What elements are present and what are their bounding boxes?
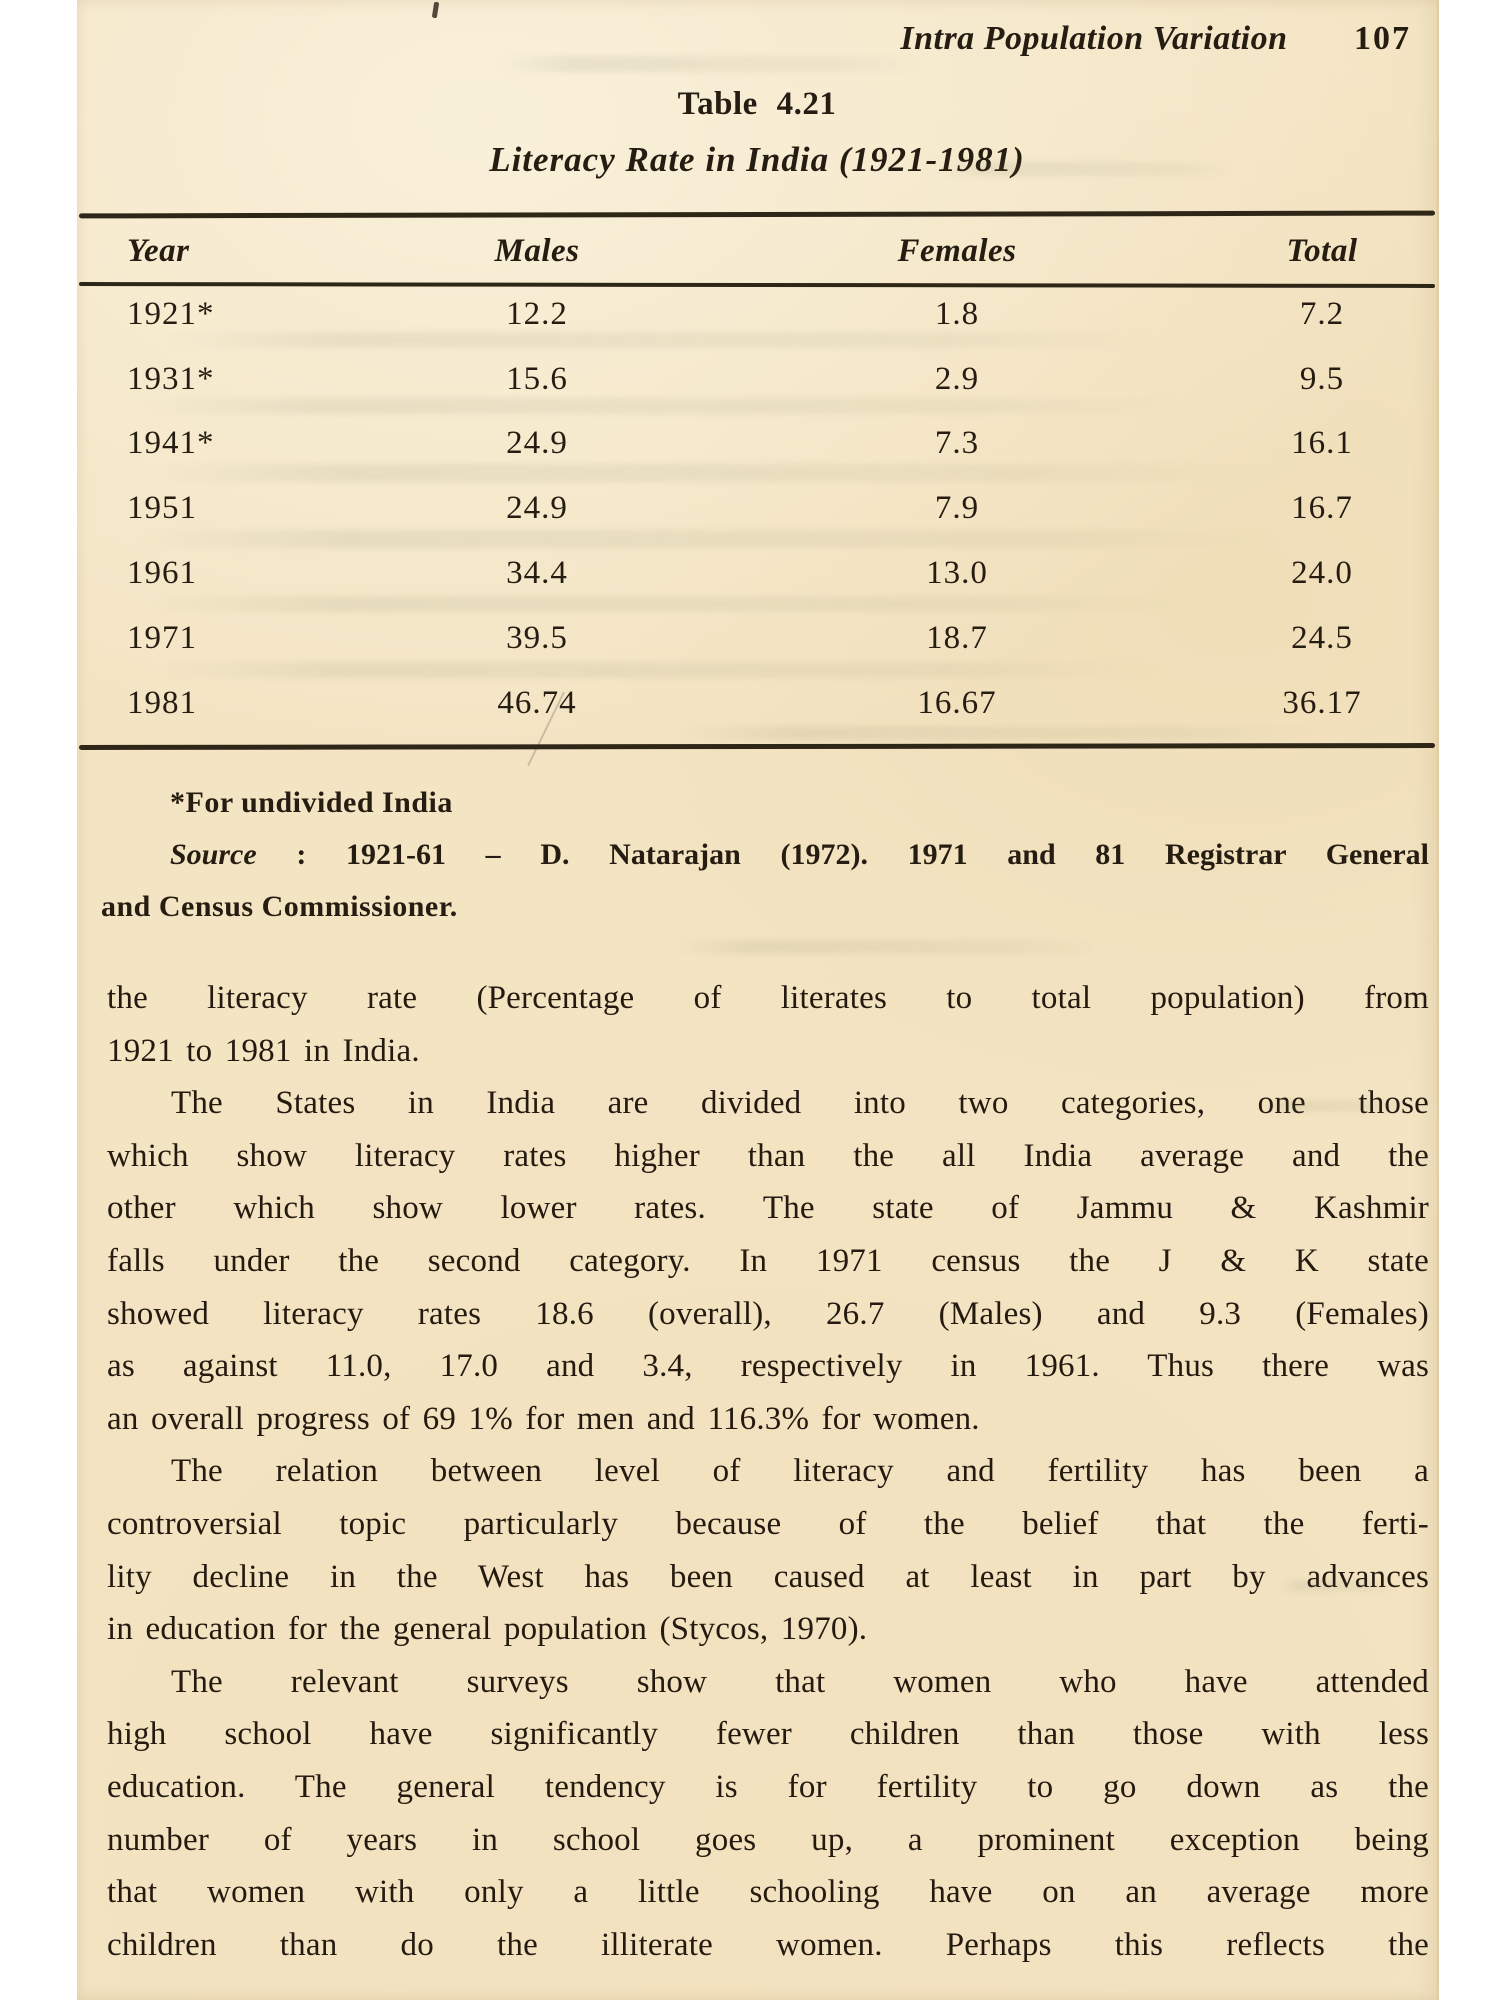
table-source: Source : 1921-61 – D. Natarajan (1972). … xyxy=(170,838,1429,872)
running-header-title: Intra Population Variation xyxy=(900,20,1288,57)
table-row: 1921* 12.2 1.8 7.2 xyxy=(77,282,1437,347)
table-header-row: Year Males Females Total xyxy=(77,224,1437,278)
table-label: Table 4.21 xyxy=(677,86,837,122)
body-text-line: education. The general tendency is for f… xyxy=(107,1768,1429,1805)
running-header: Intra Population Variation 107 xyxy=(900,20,1411,58)
body-text: the literacy rate (Percentage of literat… xyxy=(107,972,1429,1971)
source-text: : 1921-61 – D. Natarajan (1972). 1971 an… xyxy=(296,838,1430,871)
table-cell: 16.67 xyxy=(917,684,997,721)
body-text-line: falls under the second category. In 1971… xyxy=(107,1242,1429,1279)
body-text-line: showed literacy rates 18.6 (overall), 26… xyxy=(107,1295,1429,1332)
table-row: 1931* 15.6 2.9 9.5 xyxy=(77,347,1437,412)
body-text-line: The relation between level of literacy a… xyxy=(171,1453,1429,1490)
table-bottom-rule xyxy=(78,743,1436,750)
body-text-line: children than do the illiterate women. P… xyxy=(107,1926,1429,1963)
page-number: 107 xyxy=(1354,20,1411,57)
table-caption: Literacy Rate in India (1921-1981) xyxy=(489,140,1025,179)
table-cell: 7.9 xyxy=(934,490,980,527)
body-text-line: lity decline in the West has been caused… xyxy=(107,1558,1429,1595)
body-text-line: which show literacy rates higher than th… xyxy=(107,1137,1429,1174)
body-text-line: that women with only a little schooling … xyxy=(107,1874,1429,1911)
body-text-line: as against 11.0, 17.0 and 3.4, respectiv… xyxy=(107,1348,1429,1385)
body-text-line: other which show lower rates. The state … xyxy=(107,1190,1429,1227)
table-row: 1961 34.4 13.0 24.0 xyxy=(77,541,1437,606)
book-page: Intra Population Variation 107 Table 4.2… xyxy=(77,0,1439,2000)
body-text-line: The relevant surveys show that women who… xyxy=(171,1663,1429,1700)
table-cell: 7.2 xyxy=(1299,295,1345,332)
bleed-through-smudge xyxy=(497,56,927,72)
column-header-females: Females xyxy=(897,232,1017,269)
table-cell: 1961 xyxy=(127,555,197,592)
column-header-total: Total xyxy=(1286,232,1358,269)
table-cell: 24.9 xyxy=(506,425,568,462)
table-cell: 24.9 xyxy=(506,490,568,527)
table-cell: 46.74 xyxy=(497,684,577,721)
body-text-line: 1921 to 1981 in India. xyxy=(107,1032,420,1069)
body-text-line: in education for the general population … xyxy=(107,1611,868,1648)
scan-artifact-tick xyxy=(431,1,440,19)
table-cell: 24.5 xyxy=(1291,619,1353,656)
table-cell: 1.8 xyxy=(934,295,980,332)
table-cell: 36.17 xyxy=(1282,684,1362,721)
table-cell: 16.7 xyxy=(1291,490,1353,527)
body-text-line: The States in India are divided into two… xyxy=(171,1085,1429,1122)
bleed-through-smudge xyxy=(677,940,1097,954)
column-header-year: Year xyxy=(127,232,190,269)
table-cell: 16.1 xyxy=(1291,425,1353,462)
source-label: Source xyxy=(170,838,257,871)
table-cell: 1971 xyxy=(127,619,197,656)
table-cell: 39.5 xyxy=(506,619,568,656)
body-text-line: an overall progress of 69 1% for men and… xyxy=(107,1400,980,1437)
table-cell: 1921* xyxy=(127,295,215,332)
table-row: 1971 39.5 18.7 24.5 xyxy=(77,606,1437,671)
body-text-line: high school have significantly fewer chi… xyxy=(107,1716,1429,1753)
table-row: 1951 24.9 7.9 16.7 xyxy=(77,476,1437,541)
table-top-rule xyxy=(78,210,1436,219)
table-cell: 9.5 xyxy=(1299,360,1345,397)
table-cell: 7.3 xyxy=(934,425,980,462)
table-cell: 18.7 xyxy=(926,619,988,656)
body-text-line: the literacy rate (Percentage of literat… xyxy=(107,980,1429,1016)
table-body: 1921* 12.2 1.8 7.2 1931* 15.6 2.9 9.5 1941* 24.9 7… xyxy=(77,282,1437,736)
table-cell: 13.0 xyxy=(926,555,988,592)
table-footnote: *For undivided India xyxy=(170,786,453,819)
table-row: 1941* 24.9 7.3 16.1 xyxy=(77,412,1437,477)
table-cell: 34.4 xyxy=(506,555,568,592)
table-cell: 1941* xyxy=(127,425,215,462)
table-cell: 12.2 xyxy=(506,295,568,332)
body-text-line: controversial topic particularly because… xyxy=(107,1505,1429,1542)
column-header-males: Males xyxy=(494,232,580,269)
table-cell: 15.6 xyxy=(506,360,568,397)
body-text-line: number of years in school goes up, a pro… xyxy=(107,1821,1429,1858)
table-row: 1981 46.74 16.67 36.17 xyxy=(77,671,1437,736)
table-cell: 1951 xyxy=(127,490,197,527)
table-cell: 24.0 xyxy=(1291,555,1353,592)
table-source-continued: and Census Commissioner. xyxy=(101,890,458,923)
table-cell: 1931* xyxy=(127,360,215,397)
table-cell: 2.9 xyxy=(934,360,980,397)
table-cell: 1981 xyxy=(127,684,197,721)
